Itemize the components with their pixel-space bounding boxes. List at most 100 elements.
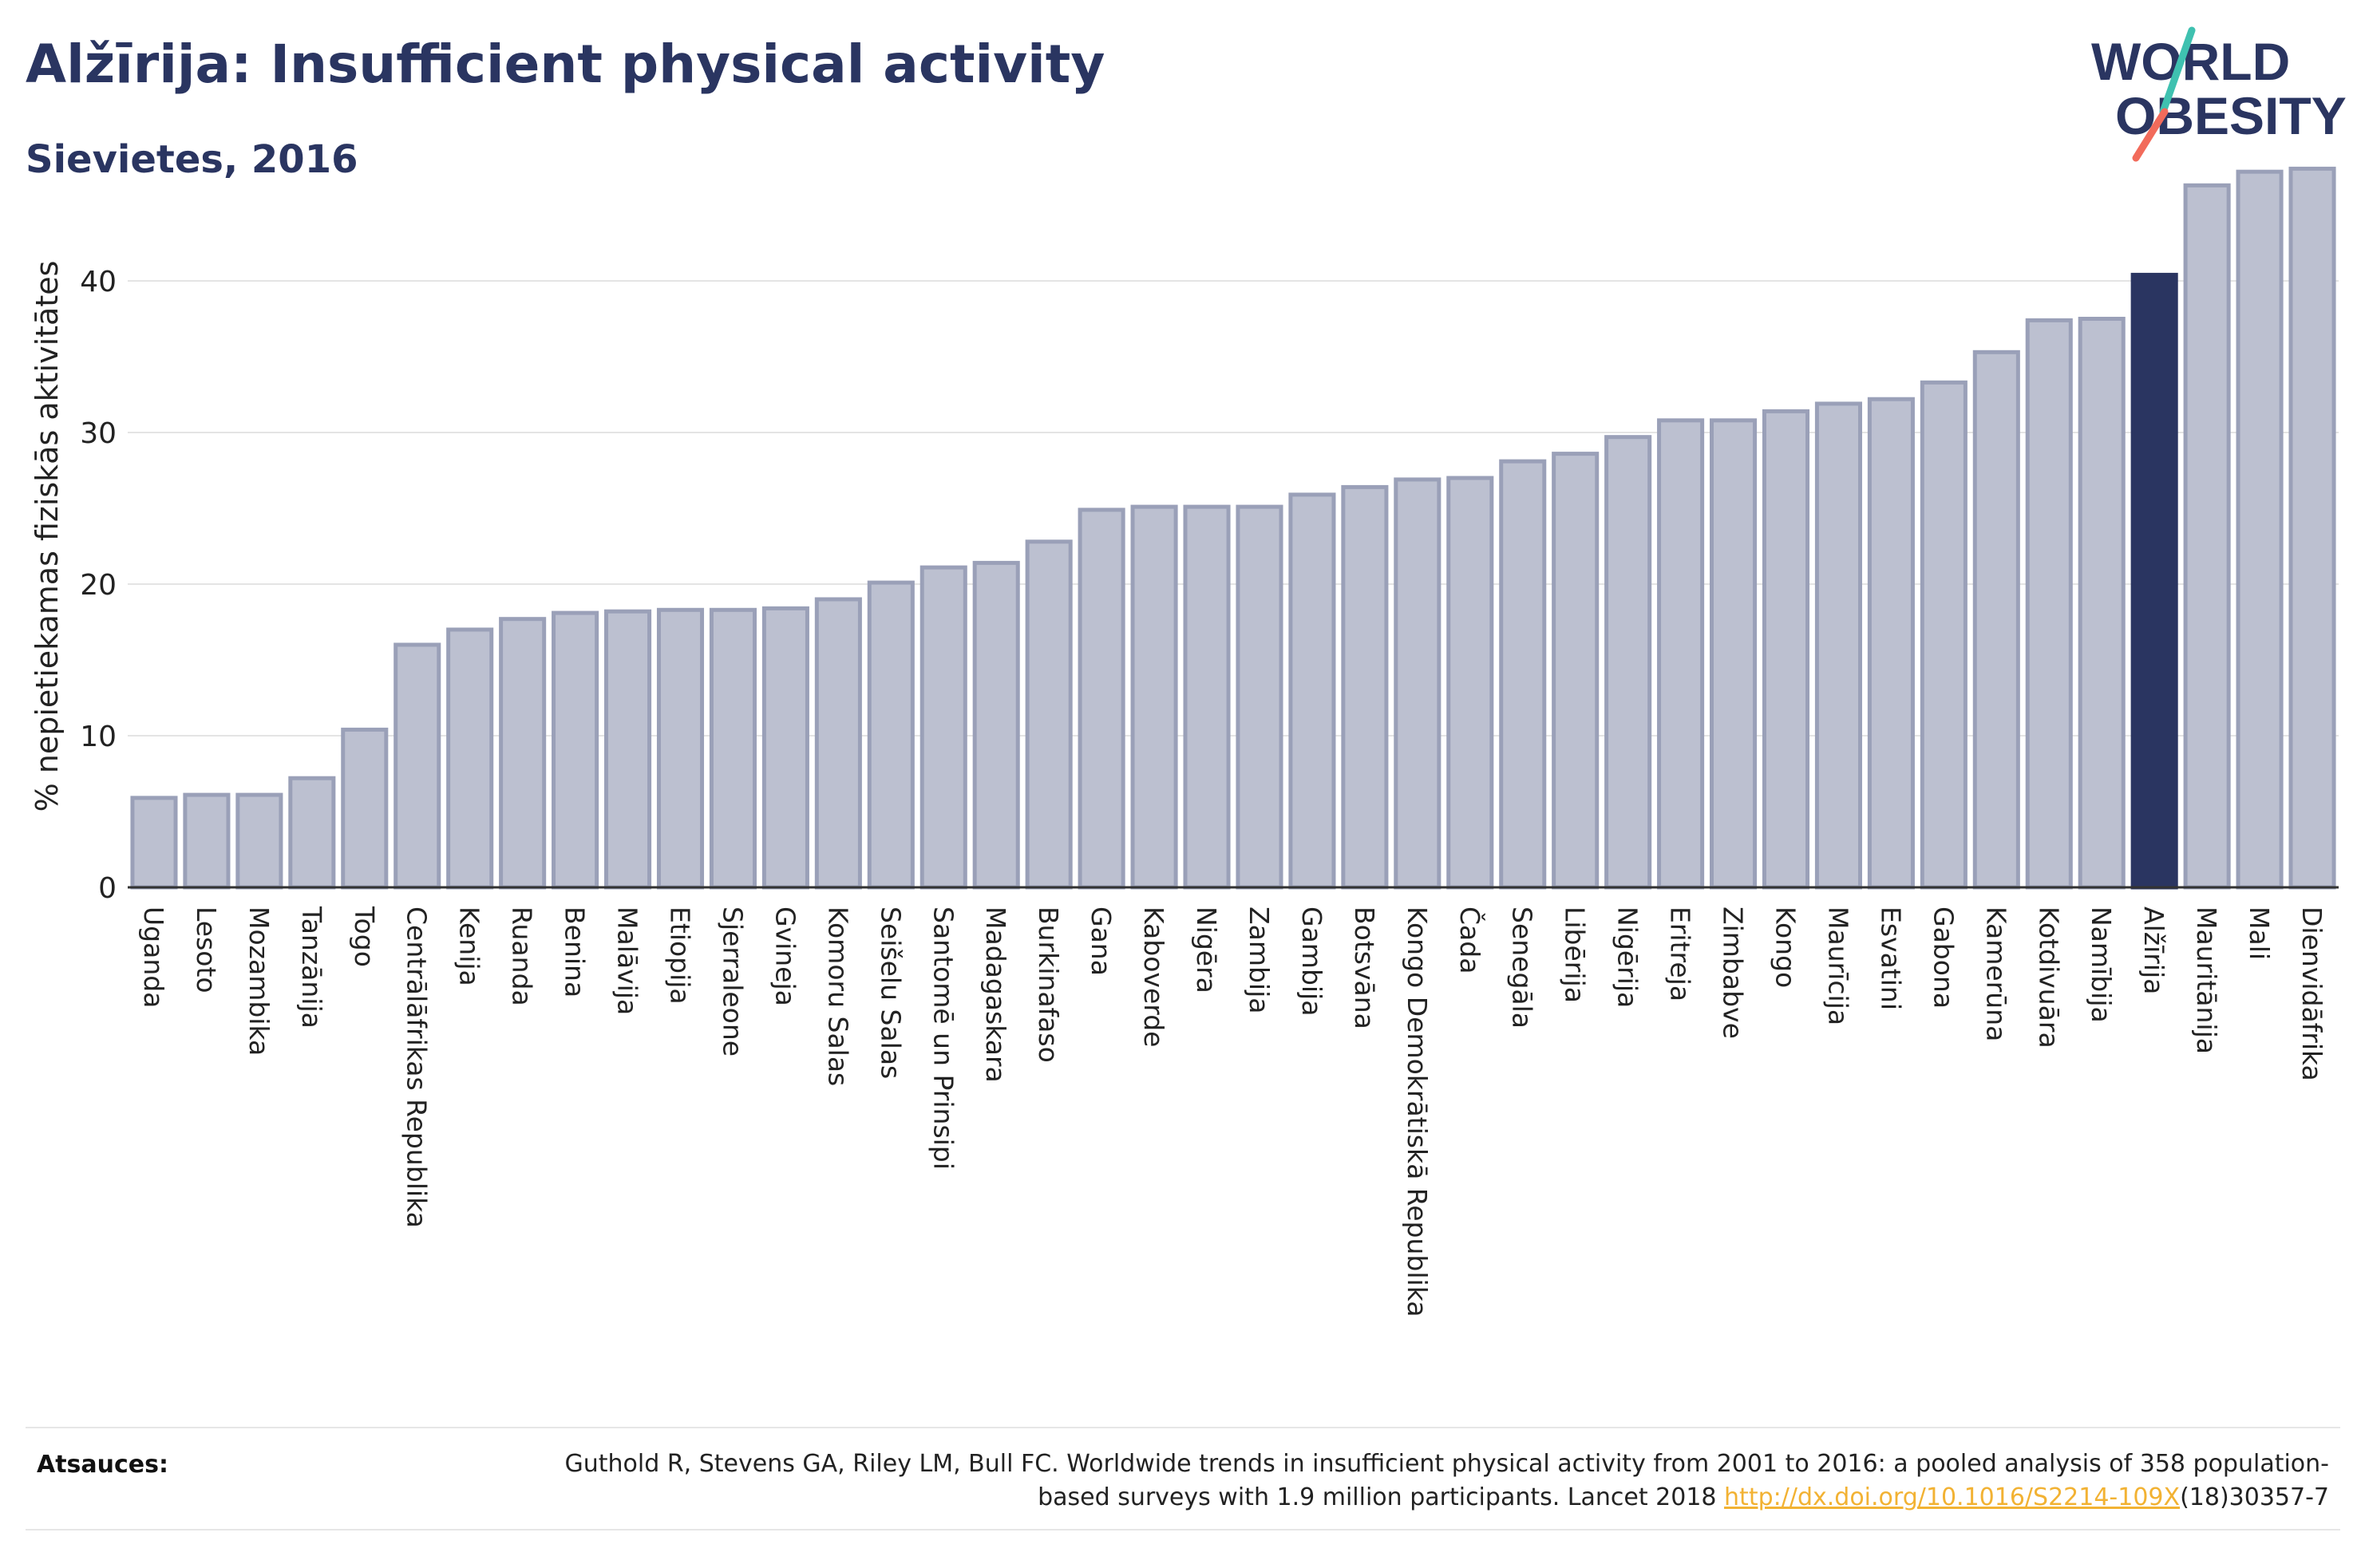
bar-6[interactable] <box>446 627 494 890</box>
x-tick-label: Maurīcija <box>1822 906 1853 1025</box>
x-tick-label: Sjerraleone <box>717 906 748 1057</box>
bar-35[interactable] <box>1972 350 2020 890</box>
y-tick-label: 0 <box>98 872 117 905</box>
bar-30[interactable] <box>1710 418 1758 890</box>
x-tick-label: Mauritānija <box>2191 906 2222 1054</box>
bar-36[interactable] <box>2025 318 2073 890</box>
x-tick-label: Namībija <box>2086 906 2117 1023</box>
bar-37[interactable] <box>2078 317 2126 890</box>
y-tick-label: 20 <box>80 569 117 602</box>
bar-21[interactable] <box>1236 504 1283 890</box>
sources-footer: Atsauces: Guthold R, Stevens GA, Riley L… <box>26 1427 2340 1530</box>
x-tick-label: Benina <box>560 906 591 997</box>
bar-22[interactable] <box>1288 492 1336 890</box>
x-tick-label: Esvatini <box>1875 906 1906 1010</box>
x-tick-label: Malāvija <box>612 906 643 1015</box>
bar-18[interactable] <box>1078 508 1125 890</box>
bar-20[interactable] <box>1183 504 1231 890</box>
bar-3[interactable] <box>288 776 336 890</box>
x-tick-label: Zimbabve <box>1718 906 1749 1039</box>
x-tick-label: Gabona <box>1928 906 1959 1009</box>
x-tick-label: Lesoto <box>191 906 222 993</box>
x-tick-label: Ruanda <box>507 906 538 1006</box>
world-obesity-logo: WORLD OBESITY <box>2091 26 2347 162</box>
bar-24[interactable] <box>1394 477 1442 890</box>
citation-text: Guthold R, Stevens GA, Riley LM, Bull FC… <box>564 1450 2329 1511</box>
bar-0[interactable] <box>130 796 178 890</box>
bar-23[interactable] <box>1341 484 1389 890</box>
x-tick-label: Uganda <box>138 906 169 1008</box>
x-tick-label: Dienvidāfrika <box>2296 906 2327 1081</box>
x-tick-label: Etiopija <box>665 906 696 1005</box>
bar-38[interactable] <box>2130 272 2178 890</box>
x-tick-label: Kenija <box>454 906 485 986</box>
gridlines <box>128 280 2339 737</box>
x-tick-label: Eritreja <box>1665 906 1696 1001</box>
bar-19[interactable] <box>1130 504 1178 890</box>
x-tick-label: Tanzānija <box>296 906 327 1029</box>
bar-17[interactable] <box>1025 539 1073 890</box>
bar-15[interactable] <box>919 565 967 890</box>
x-tick-label: Centrālāfrikas Republika <box>401 906 433 1228</box>
x-tick-label: Mozambika <box>243 906 275 1056</box>
x-tick-label: Gana <box>1086 906 1117 976</box>
bar-2[interactable] <box>235 792 283 890</box>
bar-10[interactable] <box>656 607 705 890</box>
axes: 0 10 20 30 40 Uganda Lesoto Mozambika Tanzānija T… <box>80 266 2339 1317</box>
x-tick-label: Čada <box>1454 906 1486 974</box>
y-tick-label: 10 <box>80 721 117 753</box>
logo-slash-coral <box>2132 108 2169 162</box>
y-axis-label: % nepietiekamas fiziskās aktivitātes <box>30 261 65 812</box>
x-tick-label: Senegāla <box>1507 906 1538 1029</box>
x-tick-label: Gambija <box>1296 906 1327 1016</box>
x-tick-label: Zambija <box>1244 906 1275 1013</box>
logo-slash-teal <box>2159 26 2196 116</box>
bar-16[interactable] <box>972 560 1020 890</box>
bar-11[interactable] <box>709 607 757 890</box>
bars <box>130 166 2336 890</box>
doi-link[interactable]: http://dx.doi.org/10.1016/S2214-109X <box>1724 1483 2181 1511</box>
x-tick-label: Kaboverde <box>1138 906 1169 1048</box>
x-tick-label: Kongo <box>1770 906 1801 988</box>
bar-26[interactable] <box>1499 459 1547 890</box>
sources-citation: Guthold R, Stevens GA, Riley LM, Bull FC… <box>493 1448 2329 1515</box>
x-tick-label: Kongo Demokrātiskā Republika <box>1402 906 1433 1317</box>
bar-4[interactable] <box>341 727 389 890</box>
bar-27[interactable] <box>1552 452 1600 890</box>
bar-9[interactable] <box>604 609 652 890</box>
page-title: Alžīrija: Insufficient physical activity <box>26 34 1105 95</box>
x-tick-label: Komoru Salas <box>822 906 853 1086</box>
bar-chart: 0 10 20 30 40 Uganda Lesoto Mozambika Tanzānija T… <box>30 166 2339 1317</box>
bar-14[interactable] <box>867 580 915 890</box>
bar-32[interactable] <box>1814 401 1862 890</box>
x-tick-label: Burkinafaso <box>1033 906 1064 1063</box>
bar-34[interactable] <box>1920 380 1968 890</box>
bar-5[interactable] <box>394 642 441 890</box>
bar-33[interactable] <box>1867 397 1915 890</box>
page-subtitle: Sievietes, 2016 <box>26 137 358 182</box>
bar-12[interactable] <box>761 606 809 890</box>
x-tick-label: Madagaskara <box>980 906 1011 1083</box>
bar-25[interactable] <box>1446 476 1494 890</box>
bar-39[interactable] <box>2183 183 2231 890</box>
x-tick-label: Gvineja <box>769 906 801 1006</box>
y-tick-label: 40 <box>80 266 117 298</box>
bar-29[interactable] <box>1657 418 1705 890</box>
bar-40[interactable] <box>2236 169 2284 890</box>
y-tick-label: 30 <box>80 417 117 450</box>
bar-41[interactable] <box>2288 166 2336 890</box>
bar-13[interactable] <box>814 597 862 890</box>
bar-28[interactable] <box>1604 435 1652 890</box>
x-tick-label: Alžīrija <box>2138 906 2169 994</box>
x-tick-label: Mali <box>2244 906 2275 960</box>
x-tick-label: Kotdivuāra <box>2033 906 2064 1049</box>
x-tick-label: Botsvāna <box>1349 906 1380 1029</box>
bar-31[interactable] <box>1762 409 1810 890</box>
x-tick-label: Santomē un Prinsipi <box>927 906 959 1170</box>
x-tick-label: Togo <box>349 906 380 967</box>
x-tick-label: Nigērija <box>1612 906 1643 1008</box>
bar-8[interactable] <box>552 610 599 890</box>
x-tick-label: Nigēra <box>1191 906 1222 993</box>
bar-7[interactable] <box>499 617 547 890</box>
bar-1[interactable] <box>183 792 231 890</box>
